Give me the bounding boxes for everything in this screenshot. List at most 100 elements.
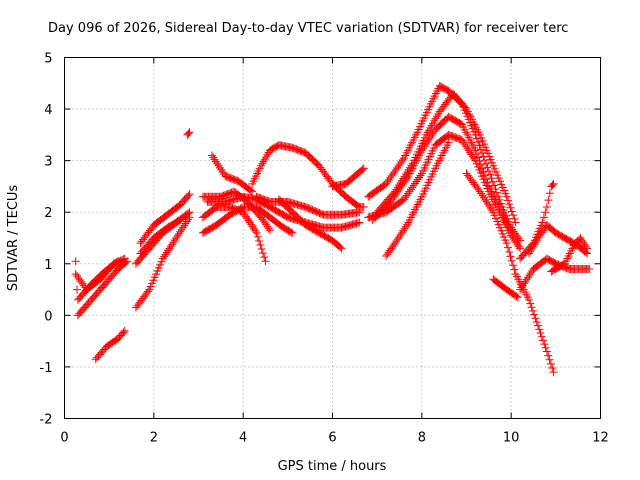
data-point: [507, 256, 516, 265]
chart-title: Day 096 of 2026, Sidereal Day-to-day VTE…: [48, 21, 568, 36]
data-point: [483, 163, 492, 172]
data-point: [461, 103, 470, 112]
data-point: [476, 160, 485, 169]
data-point: [184, 209, 193, 218]
data-point: [397, 228, 406, 237]
data-point: [355, 218, 364, 227]
data-point: [548, 181, 557, 190]
data-point: [211, 157, 220, 166]
data-point: [172, 234, 181, 242]
data-point: [359, 203, 368, 212]
x-axis-label: GPS time / hours: [278, 459, 387, 474]
data-point: [248, 222, 257, 231]
data-point: [539, 336, 548, 345]
data-point: [207, 151, 216, 160]
series-track-1: [73, 257, 132, 320]
data-point: [545, 189, 554, 198]
data-point: [533, 321, 542, 330]
series-track-7: [136, 215, 185, 258]
series-track-29: [547, 234, 592, 276]
data-point: [524, 273, 533, 282]
data-point: [507, 207, 516, 216]
data-point: [479, 193, 488, 202]
y-tick-label: 2: [44, 206, 52, 221]
data-point: [421, 140, 430, 149]
data-point: [399, 226, 408, 235]
data-point: [549, 368, 558, 377]
data-point: [398, 156, 407, 165]
series-track-14: [248, 141, 368, 212]
x-tick-label: 10: [503, 431, 520, 446]
data-point: [583, 244, 592, 253]
series-track-11: [207, 151, 257, 196]
data-point: [265, 226, 274, 235]
data-point: [246, 186, 255, 195]
data-point: [482, 159, 491, 168]
data-point: [581, 242, 590, 251]
series-track-23: [382, 138, 453, 261]
data-point: [492, 188, 501, 197]
data-point: [214, 161, 223, 170]
data-point: [396, 230, 405, 239]
data-point: [502, 192, 511, 201]
data-point: [168, 240, 177, 249]
series-track-24: [462, 169, 558, 377]
data-point: [470, 154, 479, 163]
data-point: [530, 310, 539, 319]
series-track-12: [198, 203, 270, 266]
data-point: [585, 264, 594, 273]
data-point: [579, 238, 588, 247]
data-point: [505, 200, 514, 209]
data-point: [423, 138, 432, 147]
data-point: [522, 275, 531, 284]
data-point: [209, 153, 218, 162]
data-point: [180, 221, 189, 230]
data-point: [177, 225, 186, 234]
data-point: [161, 250, 170, 259]
y-tick-label: -1: [40, 361, 53, 376]
data-point: [255, 236, 264, 245]
data-point: [182, 217, 191, 226]
data-point: [464, 146, 473, 155]
data-point: [541, 208, 550, 217]
data-point: [527, 303, 536, 312]
x-tick-label: 2: [150, 431, 158, 446]
y-tick-label: 0: [44, 309, 52, 324]
data-point: [245, 218, 254, 227]
data-point: [516, 244, 525, 253]
data-point: [526, 299, 535, 308]
data-point: [528, 306, 537, 315]
data-point: [444, 138, 453, 147]
data-point: [392, 237, 401, 246]
data-point: [503, 243, 512, 252]
data-point: [478, 191, 487, 200]
series-track-9: [183, 128, 194, 139]
data-point: [480, 156, 489, 165]
data-point: [466, 148, 475, 157]
data-point: [403, 174, 412, 183]
data-point: [427, 131, 436, 140]
data-point: [518, 281, 527, 290]
data-point: [400, 224, 409, 233]
data-point: [510, 214, 519, 223]
data-point: [542, 347, 551, 356]
data-point: [549, 179, 558, 188]
data-point: [531, 314, 540, 323]
data-point: [481, 195, 490, 204]
data-point: [514, 242, 523, 251]
data-point: [467, 150, 476, 159]
data-point: [525, 271, 534, 280]
data-point: [416, 171, 425, 180]
data-point: [358, 165, 367, 174]
data-point: [544, 196, 553, 205]
data-point: [258, 249, 267, 258]
data-point: [525, 295, 534, 304]
data-point: [511, 218, 520, 227]
data-point: [185, 190, 194, 199]
data-point: [576, 234, 585, 242]
data-point: [419, 144, 428, 153]
data-point: [185, 208, 194, 217]
data-point: [486, 170, 495, 179]
data-point: [114, 257, 123, 266]
y-tick-label: -2: [40, 413, 53, 428]
